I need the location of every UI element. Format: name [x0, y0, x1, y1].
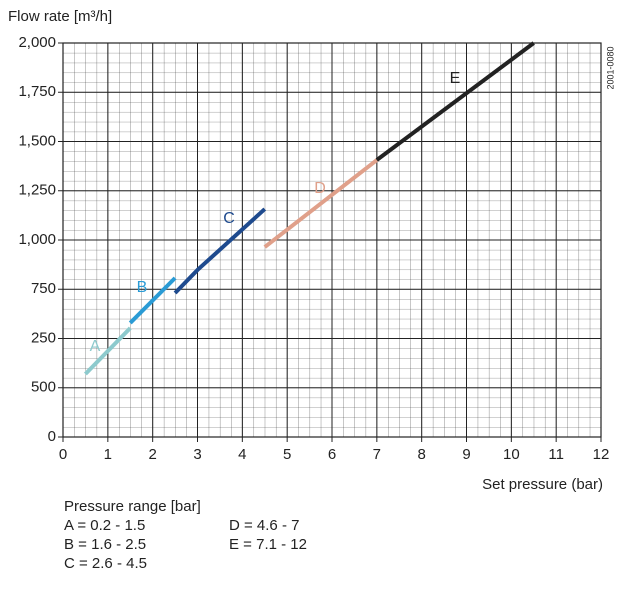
x-tick-label: 12	[593, 446, 610, 463]
y-tick-label: 750	[31, 280, 56, 297]
y-tick-label: 1,500	[18, 132, 56, 149]
legend-item: E = 7.1 - 12	[229, 536, 307, 553]
legend-item: D = 4.6 - 7	[229, 517, 300, 534]
x-tick-label: 11	[548, 446, 564, 463]
legend-item: A = 0.2 - 1.5	[64, 517, 146, 534]
series-line	[173, 207, 267, 295]
y-tick-label: 500	[31, 379, 56, 396]
y-tick-label: 250	[31, 329, 56, 346]
series-label: C	[223, 210, 235, 227]
series-label: E	[450, 70, 461, 87]
y-tick-label: 0	[48, 428, 56, 445]
legend: Pressure range [bar] A = 0.2 - 1.5 D = 4.…	[64, 497, 307, 573]
series-line	[375, 41, 535, 162]
legend-title: Pressure range [bar]	[64, 498, 201, 515]
series-label: A	[90, 338, 101, 355]
series-line	[128, 276, 177, 325]
y-tick-label: 1,250	[18, 182, 56, 199]
y-tick-label: 2,000	[18, 34, 56, 51]
side-note: 2001-0080	[605, 46, 615, 89]
x-tick-label: 3	[193, 446, 201, 463]
x-axis-title: Set pressure (bar)	[482, 476, 603, 493]
x-tick-label: 8	[417, 446, 425, 463]
y-tick-label: 1,750	[18, 83, 56, 100]
series-label: D	[314, 180, 326, 197]
legend-item: B = 1.6 - 2.5	[64, 536, 147, 553]
series-label: B	[137, 279, 148, 296]
x-tick-label: 1	[104, 446, 112, 463]
x-tick-label: 7	[373, 446, 381, 463]
y-axis-title: Flow rate [m³/h]	[8, 8, 112, 25]
x-tick-label: 2	[148, 446, 156, 463]
x-tick-label: 9	[462, 446, 470, 463]
x-tick-label: 5	[283, 446, 291, 463]
x-tick-label: 4	[238, 446, 246, 463]
y-tick-label: 1,000	[18, 231, 56, 248]
plot-frame	[62, 42, 602, 438]
x-tick-label: 10	[503, 446, 520, 463]
x-tick-label: 6	[328, 446, 336, 463]
series-line	[83, 326, 132, 376]
x-tick-label: 0	[59, 446, 67, 463]
legend-item: C = 2.6 - 4.5	[64, 555, 147, 572]
series-line	[263, 158, 379, 249]
